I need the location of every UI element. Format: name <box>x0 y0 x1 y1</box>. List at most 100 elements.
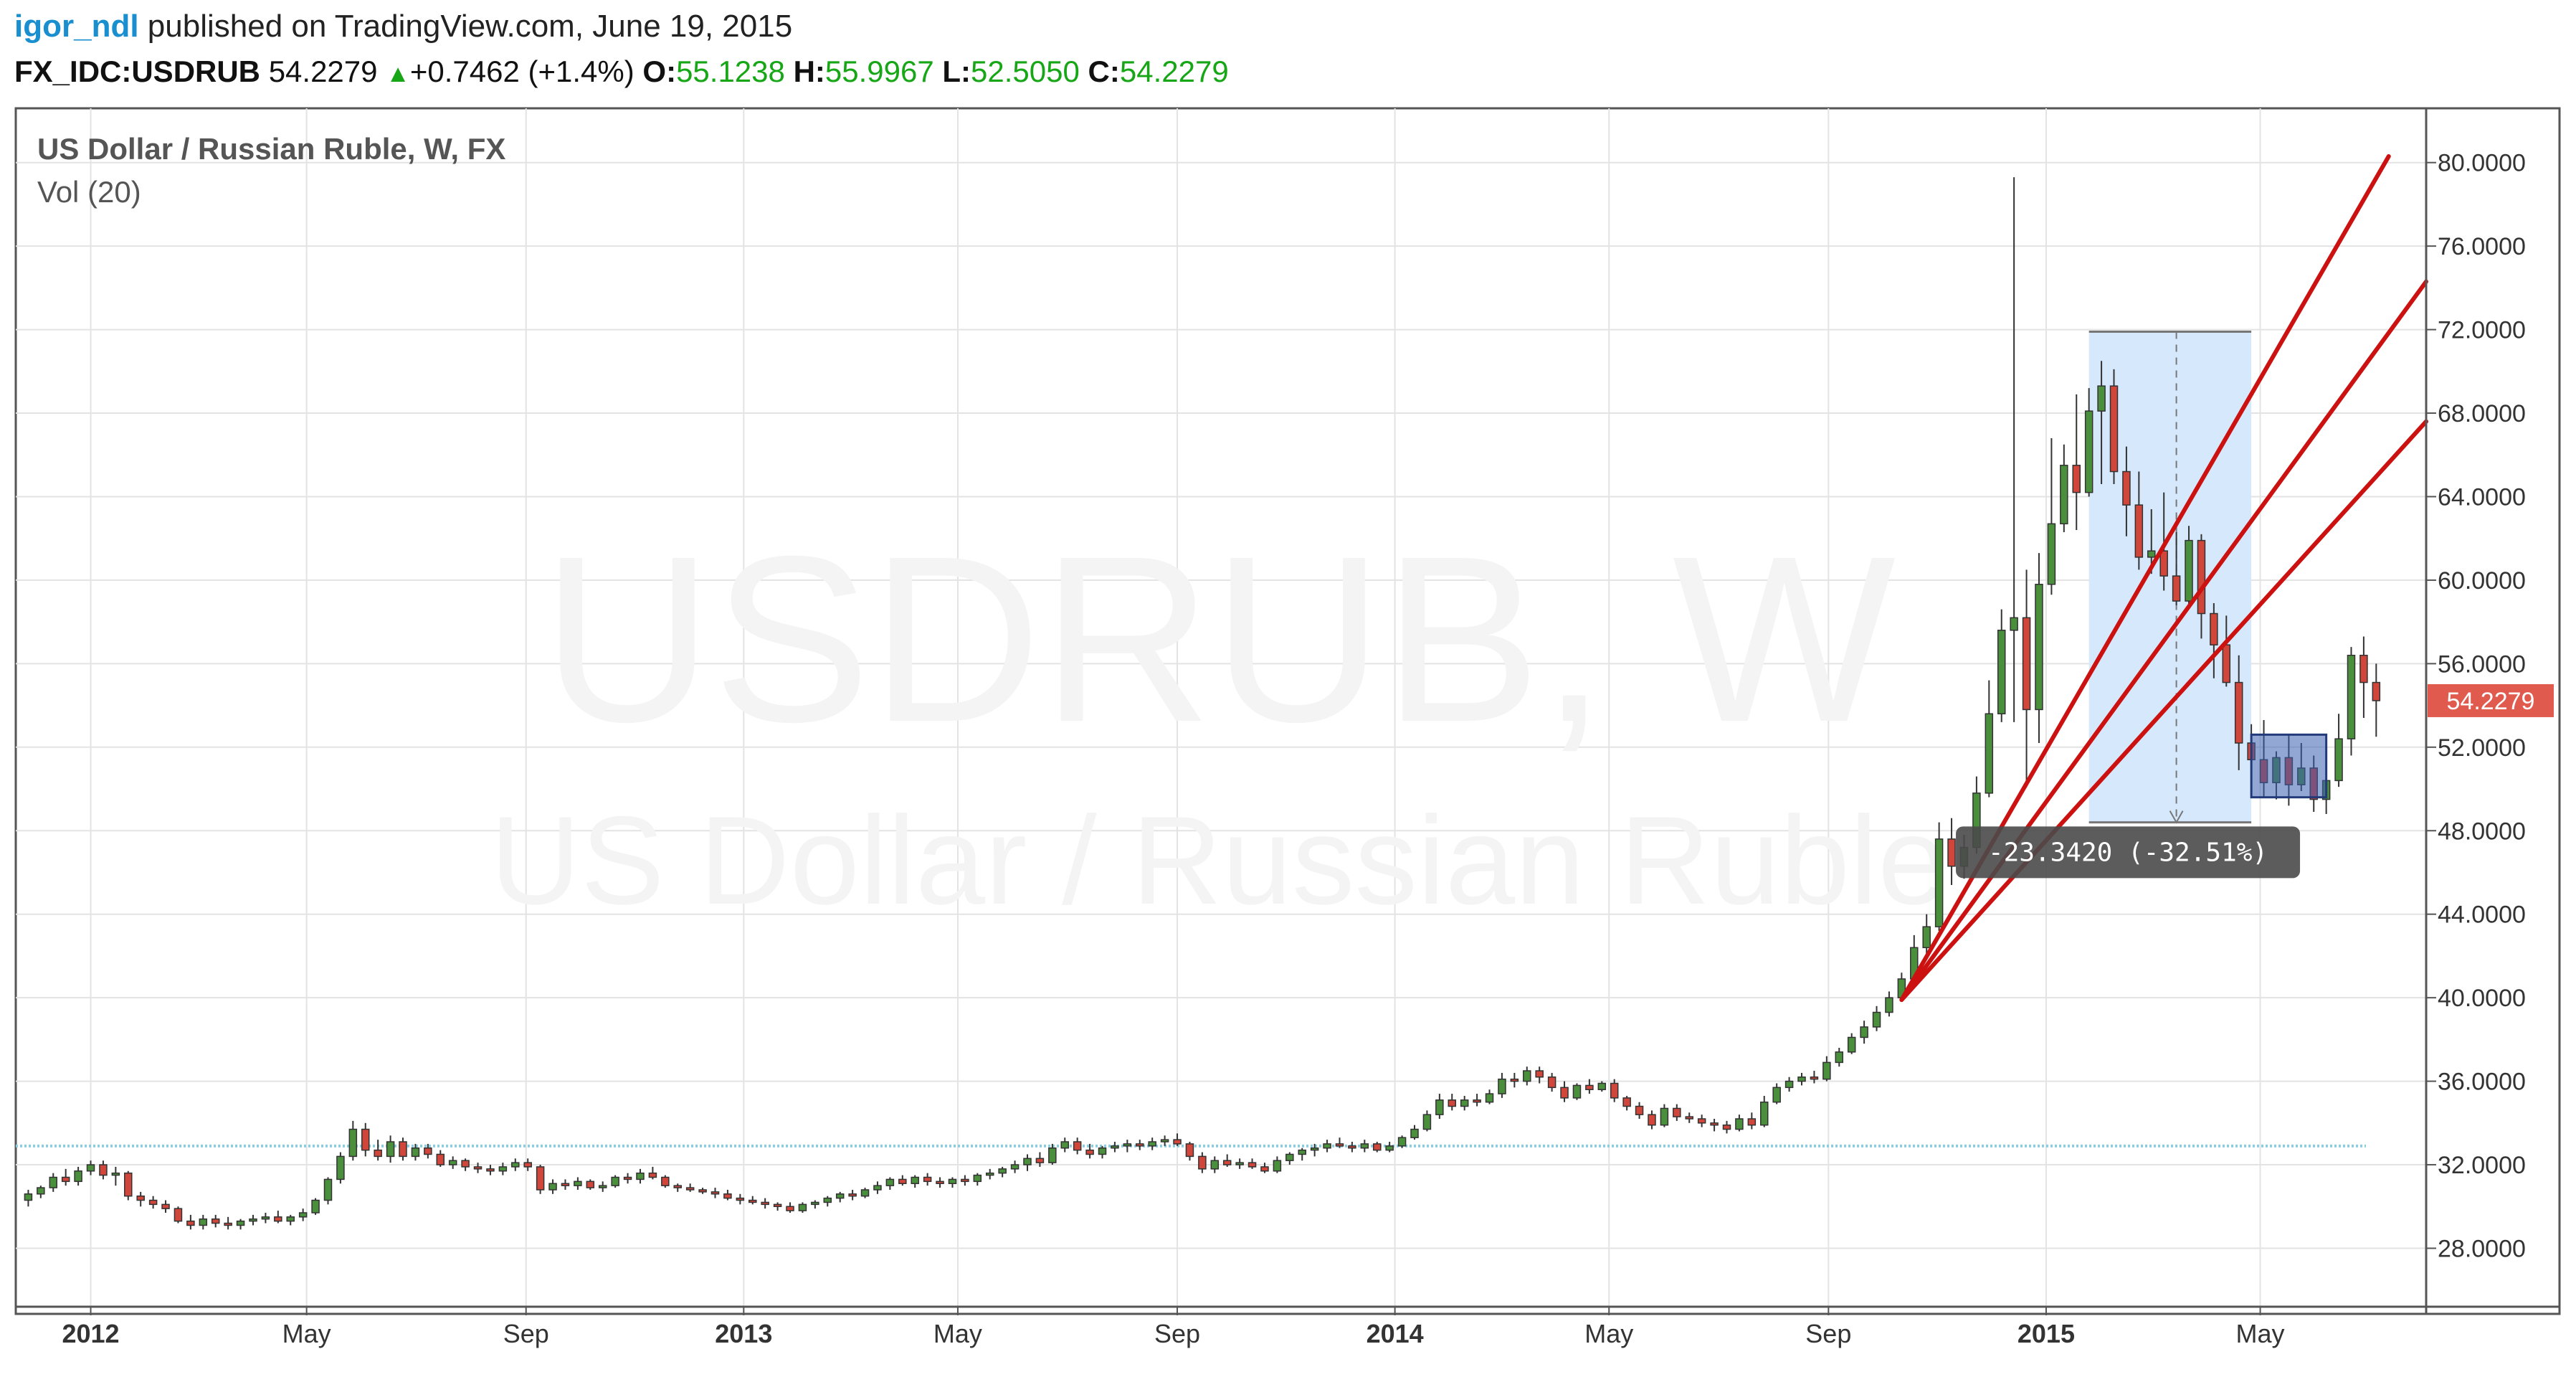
candle-body <box>536 1166 545 1191</box>
candle-body <box>2222 644 2231 683</box>
candle <box>374 1140 382 1161</box>
candle <box>885 1177 895 1190</box>
candle <box>1498 1072 1506 1098</box>
candle-body <box>199 1218 208 1226</box>
candle <box>1035 1152 1045 1167</box>
candle <box>199 1214 208 1230</box>
candle <box>473 1163 483 1173</box>
price-tick-label: 44.0000 <box>2438 902 2526 929</box>
candle <box>710 1188 720 1198</box>
candle <box>1922 914 1931 956</box>
candle-body <box>2359 654 2368 683</box>
candle-body <box>1810 1076 1819 1080</box>
candle-body <box>1435 1099 1444 1115</box>
candle <box>1348 1142 1356 1153</box>
candle <box>1222 1154 1232 1167</box>
candle <box>1360 1140 1369 1153</box>
candle-body <box>2010 617 2018 631</box>
candle-body <box>998 1168 1007 1174</box>
candle-body <box>2072 465 2081 493</box>
range-box <box>2250 733 2328 799</box>
candle-body <box>37 1187 45 1195</box>
candle-body <box>523 1162 532 1168</box>
candle-body <box>985 1172 994 1176</box>
candle-body <box>298 1212 308 1218</box>
candle-body <box>1222 1160 1232 1165</box>
candle <box>2022 569 2031 787</box>
candle-body <box>1485 1093 1494 1103</box>
time-axis[interactable]: 2012 May Sep 2013 May Sep 2014 May Sep 2015 May <box>62 1307 2285 1348</box>
candle-body <box>1323 1143 1331 1149</box>
candle <box>761 1198 769 1209</box>
candle-body <box>1847 1036 1856 1053</box>
candle <box>860 1188 870 1198</box>
candle-body <box>2197 539 2206 615</box>
candle <box>911 1175 919 1188</box>
candle-body <box>885 1178 895 1186</box>
candle <box>773 1202 782 1211</box>
candle-body <box>673 1185 682 1188</box>
candle <box>736 1193 745 1205</box>
candle <box>236 1219 245 1230</box>
candle-body <box>249 1218 257 1222</box>
candle-body <box>1247 1162 1257 1168</box>
candle <box>1435 1094 1444 1119</box>
trend-line <box>1899 419 2428 1003</box>
candle <box>936 1177 944 1188</box>
candle <box>1523 1066 1531 1086</box>
candle-body <box>811 1201 819 1206</box>
candle <box>1797 1072 1806 1086</box>
candle-body <box>773 1203 782 1208</box>
candle-body <box>1585 1084 1594 1090</box>
symbol-name[interactable]: FX_IDC:USDRUB <box>14 55 261 88</box>
time-tick-label: 2012 <box>62 1319 119 1348</box>
candle-body <box>1148 1141 1156 1147</box>
candle <box>1622 1095 1631 1111</box>
candle <box>1710 1118 1719 1132</box>
candle <box>1735 1115 1744 1132</box>
candle <box>1060 1137 1070 1153</box>
price-tick-label: 56.0000 <box>2438 650 2526 678</box>
candle <box>923 1173 932 1186</box>
candle <box>148 1196 158 1209</box>
candle <box>1160 1135 1169 1146</box>
candle-body <box>1760 1101 1769 1126</box>
candle-body <box>498 1166 508 1172</box>
candle <box>661 1175 670 1188</box>
chart-title: US Dollar / Russian Ruble, W, FX <box>37 132 505 166</box>
candle-body <box>224 1222 232 1226</box>
candle-body <box>448 1160 457 1165</box>
candle-body <box>598 1185 607 1188</box>
author-link[interactable]: igor_ndl <box>14 9 139 44</box>
candle-body <box>1160 1139 1169 1142</box>
candle <box>174 1206 183 1224</box>
price-axis[interactable]: 28.0000 32.0000 36.0000 40.0000 44.0000 48.00… <box>2426 150 2526 1263</box>
candle <box>798 1202 807 1213</box>
candle-body <box>1348 1145 1356 1149</box>
candle <box>1185 1142 1194 1161</box>
close-label: C: <box>1088 55 1120 88</box>
candle <box>1885 991 1893 1017</box>
watermark-name: US Dollar / Russian Ruble <box>490 791 1948 931</box>
candle-body <box>486 1168 495 1172</box>
candle <box>261 1212 270 1224</box>
volume-indicator-label[interactable]: Vol (20) <box>37 175 141 209</box>
candle <box>1685 1112 1693 1123</box>
candle <box>2084 388 2093 497</box>
candle-body <box>748 1199 757 1203</box>
low-value: 52.5050 <box>971 55 1080 88</box>
price-tick-label: 68.0000 <box>2438 400 2526 427</box>
candle-body <box>736 1197 745 1201</box>
candle <box>523 1158 532 1171</box>
candle-body <box>436 1153 445 1165</box>
time-tick-label: 2014 <box>1367 1319 1424 1348</box>
candle-body <box>710 1191 720 1195</box>
candle-body <box>1922 926 1931 949</box>
candle <box>1535 1066 1544 1084</box>
candle-body <box>623 1176 632 1180</box>
candle-body <box>2022 617 2031 711</box>
candle-body <box>361 1128 370 1151</box>
price-chart[interactable]: USDRUB, W US Dollar / Russian Ruble -23.… <box>0 104 2576 1377</box>
price-tick-label: 28.0000 <box>2438 1235 2526 1262</box>
candle <box>249 1214 257 1226</box>
